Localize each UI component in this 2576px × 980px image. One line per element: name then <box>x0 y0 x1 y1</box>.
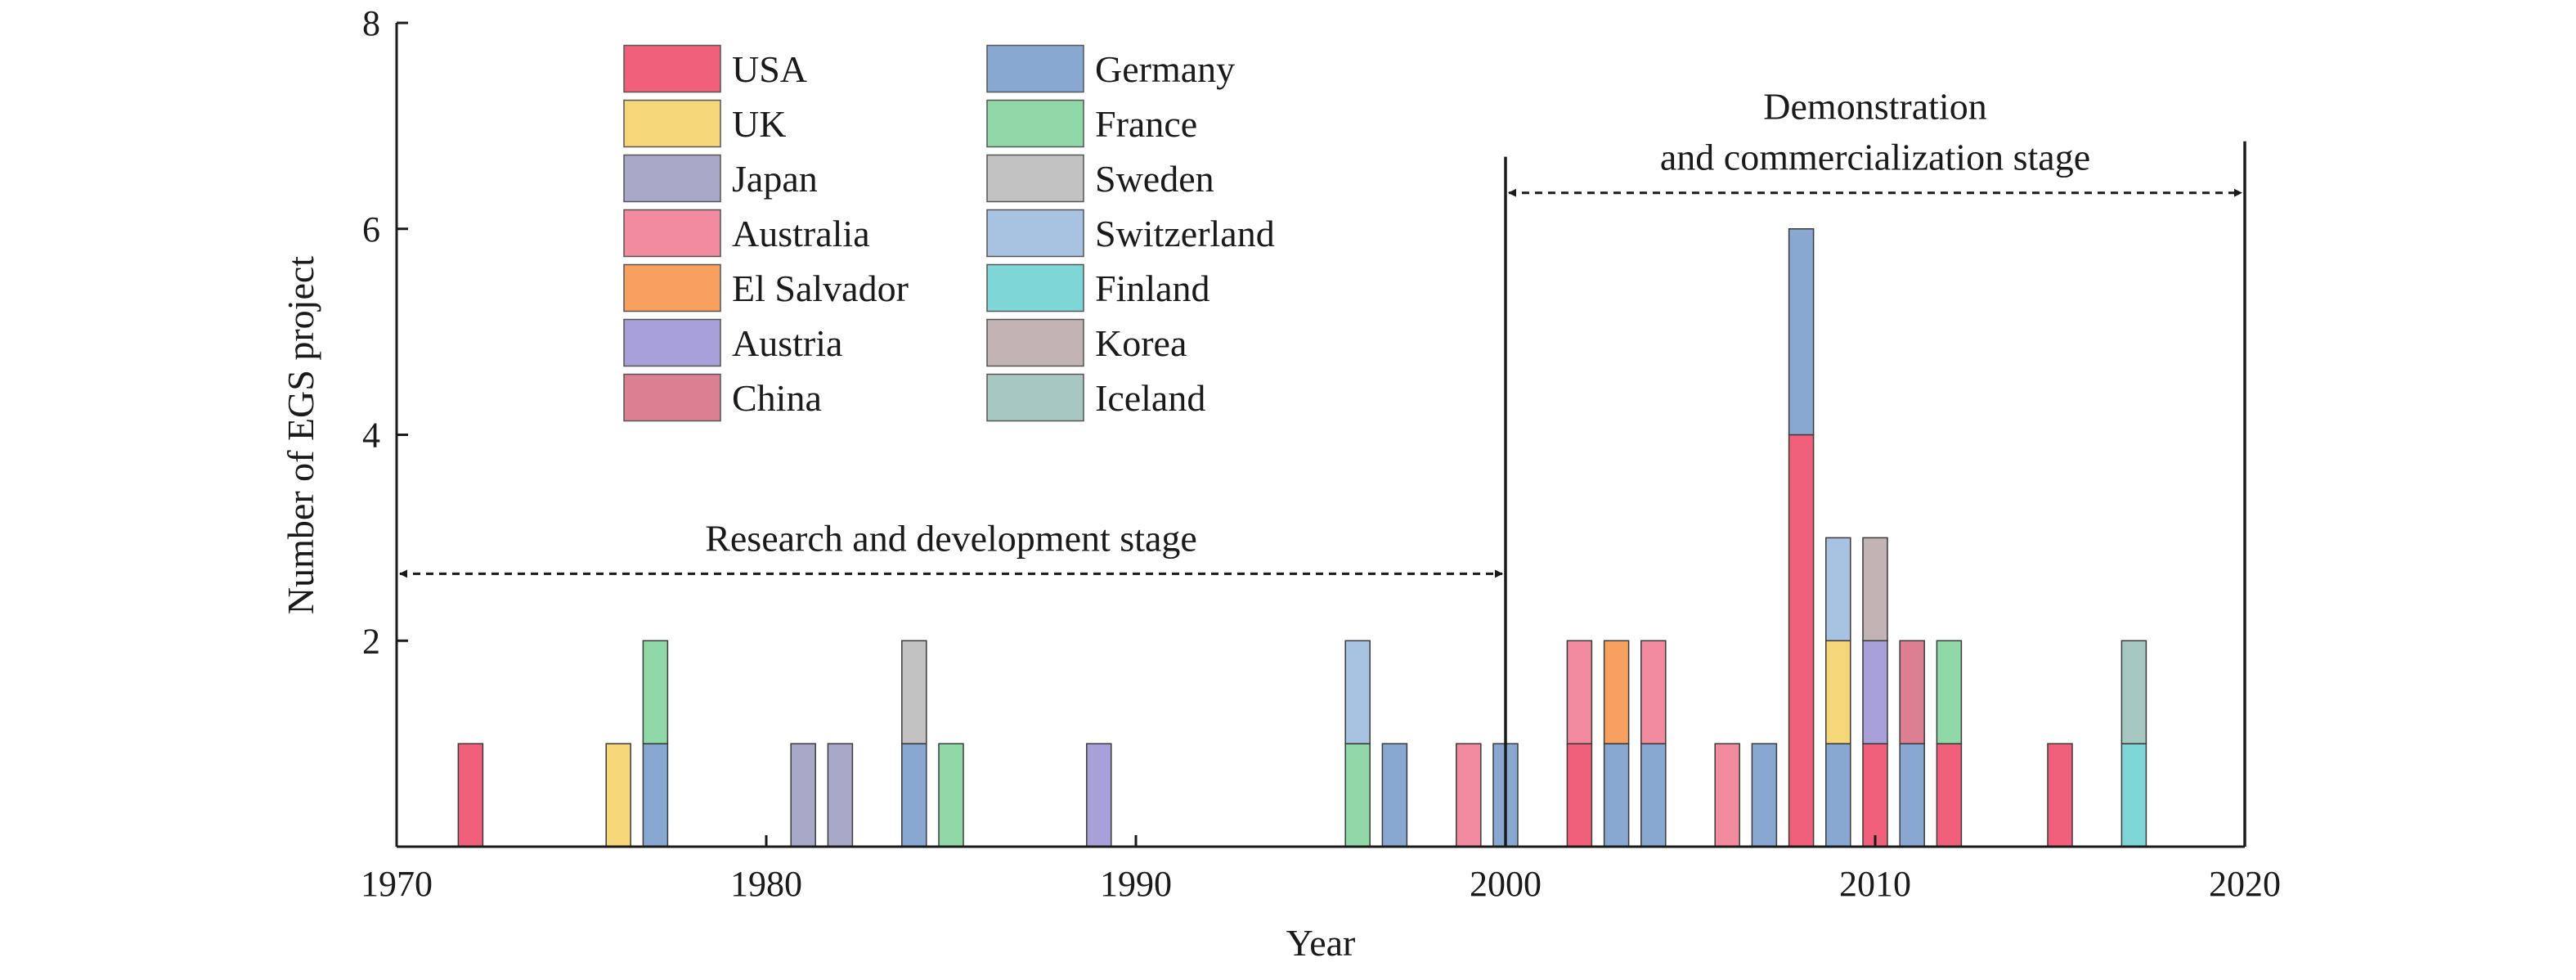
bar-1976-uk <box>605 743 631 847</box>
x-tick-label-2010: 2010 <box>1839 864 1911 904</box>
y-tick-label-4: 4 <box>362 416 380 456</box>
legend-swatch-switzerland <box>986 209 1084 258</box>
legend-label-el-salvador: El Salvador <box>732 267 909 309</box>
bar-2003-el-salvador <box>1603 640 1630 744</box>
legend-swatch-iceland <box>986 373 1084 422</box>
bar-1982-japan <box>827 743 854 847</box>
legend-label-uk: UK <box>732 103 786 145</box>
bar-2009-switzerland <box>1825 537 1851 641</box>
y-axis-title: Number of EGS project <box>280 256 321 614</box>
bar-2002-usa <box>1566 743 1593 847</box>
x-axis-title: Year <box>1286 922 1356 964</box>
ticks-layer: 1970 1980 1990 2000 2010 2020 2 4 6 8 <box>361 3 2281 904</box>
bar-1985-france <box>938 743 964 847</box>
bar-2017-iceland <box>2120 640 2147 744</box>
legend-label-korea: Korea <box>1095 322 1187 364</box>
bar-1996-switzerland <box>1344 640 1371 744</box>
bar-2008-usa <box>1788 434 1815 847</box>
y-tick-label-6: 6 <box>362 209 380 249</box>
bar-2011-germany <box>1899 743 1925 847</box>
bar-2017-finland <box>2120 743 2147 847</box>
bar-2008-germany <box>1788 228 1815 436</box>
y-tick-label-2: 2 <box>362 621 380 661</box>
bar-1989-austria <box>1086 743 1112 847</box>
x-tick-label-2020: 2020 <box>2209 864 2281 904</box>
legend-swatch-austria <box>623 318 721 367</box>
bar-2004-germany <box>1640 743 1667 847</box>
bar-2009-uk <box>1825 640 1851 744</box>
annotations-layer: Research and development stage Demonstrat… <box>399 86 2246 847</box>
bar-2004-australia <box>1640 640 1667 744</box>
bar-2012-usa <box>1936 743 1963 847</box>
legend-label-france: France <box>1095 103 1197 145</box>
bar-1977-germany <box>642 743 669 847</box>
legend-label-usa: USA <box>732 48 807 90</box>
y-tick-label-8: 8 <box>362 3 380 43</box>
legend-label-germany: Germany <box>1095 48 1235 90</box>
legend-label-china: China <box>732 377 822 419</box>
bar-1997-germany <box>1381 743 1408 847</box>
legend-swatch-usa <box>623 44 721 93</box>
legend-swatch-finland <box>986 263 1084 312</box>
bar-2015-usa <box>2047 743 2073 847</box>
x-tick-label-1990: 1990 <box>1100 864 1172 904</box>
bar-2003-germany <box>1603 743 1630 847</box>
legend-label-sweden: Sweden <box>1095 158 1214 200</box>
bar-2010-korea <box>1862 537 1888 641</box>
legend-swatch-uk <box>623 99 721 148</box>
bar-2002-australia <box>1566 640 1593 744</box>
bar-2010-austria <box>1862 640 1888 744</box>
legend-label-finland: Finland <box>1095 267 1210 309</box>
legend-swatch-japan <box>623 154 721 203</box>
legend-label-austria: Austria <box>732 322 842 364</box>
stage-label-1-line-1: Research and development stage <box>705 517 1197 559</box>
legend-label-switzerland: Switzerland <box>1095 213 1275 254</box>
x-tick-label-1980: 1980 <box>730 864 802 904</box>
bar-1981-japan <box>790 743 816 847</box>
legend-swatch-sweden <box>986 154 1084 203</box>
legend: USA UK Japan Australia El Salvador Austria Chi… <box>623 44 1275 422</box>
bar-2007-germany <box>1751 743 1778 847</box>
legend-label-australia: Australia <box>732 213 870 254</box>
stage-label-2-line-2: and commercialization stage <box>1660 137 2090 178</box>
stage-label-2-line-1: Demonstration <box>1763 86 1986 128</box>
legend-swatch-australia <box>623 209 721 258</box>
bar-2011-china <box>1899 640 1925 744</box>
bar-2010-usa <box>1862 743 1888 847</box>
bar-1984-germany <box>901 743 927 847</box>
bar-1996-france <box>1344 743 1371 847</box>
legend-swatch-el-salvador <box>623 263 721 312</box>
legend-swatch-china <box>623 373 721 422</box>
legend-swatch-germany <box>986 44 1084 93</box>
bar-2012-france <box>1936 640 1963 744</box>
x-tick-label-1970: 1970 <box>361 864 433 904</box>
bar-1977-france <box>642 640 669 744</box>
bar-2009-germany <box>1825 743 1851 847</box>
legend-label-japan: Japan <box>732 158 818 200</box>
bar-2006-australia <box>1714 743 1740 847</box>
legend-swatch-france <box>986 99 1084 148</box>
bar-1972-usa <box>457 743 484 847</box>
bar-1999-australia <box>1456 743 1482 847</box>
bar-1984-sweden <box>901 640 927 744</box>
bars-layer <box>457 228 2147 847</box>
legend-label-iceland: Iceland <box>1095 377 1205 419</box>
legend-swatch-korea <box>986 318 1084 367</box>
x-tick-label-2000: 2000 <box>1470 864 1542 904</box>
